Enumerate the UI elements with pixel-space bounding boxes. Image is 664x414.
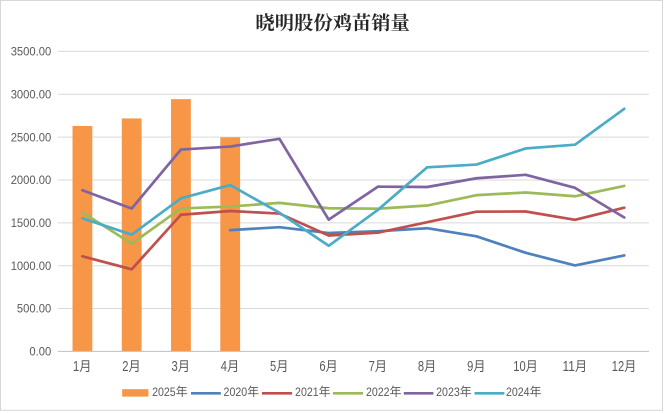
svg-text:2024: 2024: [506, 386, 530, 399]
svg-text:12: 12: [612, 359, 624, 375]
svg-text:3500.00: 3500.00: [11, 45, 52, 59]
svg-text:1500.00: 1500.00: [11, 216, 52, 230]
svg-text:2500.00: 2500.00: [11, 130, 52, 144]
svg-text:500.00: 500.00: [17, 302, 51, 316]
svg-text:1000.00: 1000.00: [11, 259, 52, 273]
svg-text:2021: 2021: [295, 386, 319, 399]
svg-text:0.00: 0.00: [29, 345, 51, 359]
svg-text:8: 8: [418, 359, 424, 375]
svg-text:4: 4: [221, 359, 227, 375]
svg-text:7: 7: [369, 359, 375, 375]
svg-text:2: 2: [122, 359, 128, 375]
svg-text:3000.00: 3000.00: [11, 87, 52, 101]
svg-text:2000.00: 2000.00: [11, 173, 52, 187]
svg-text:11: 11: [563, 359, 575, 375]
svg-text:2022: 2022: [366, 386, 390, 399]
svg-text:5: 5: [270, 359, 276, 375]
svg-text:2023: 2023: [436, 386, 460, 399]
svg-text:3: 3: [172, 359, 178, 375]
svg-text:10: 10: [513, 359, 525, 375]
svg-text:6: 6: [319, 359, 325, 375]
svg-text:9: 9: [467, 359, 473, 375]
svg-text:1: 1: [73, 359, 79, 375]
svg-text:2025: 2025: [152, 386, 176, 399]
svg-text:2020: 2020: [224, 386, 248, 399]
